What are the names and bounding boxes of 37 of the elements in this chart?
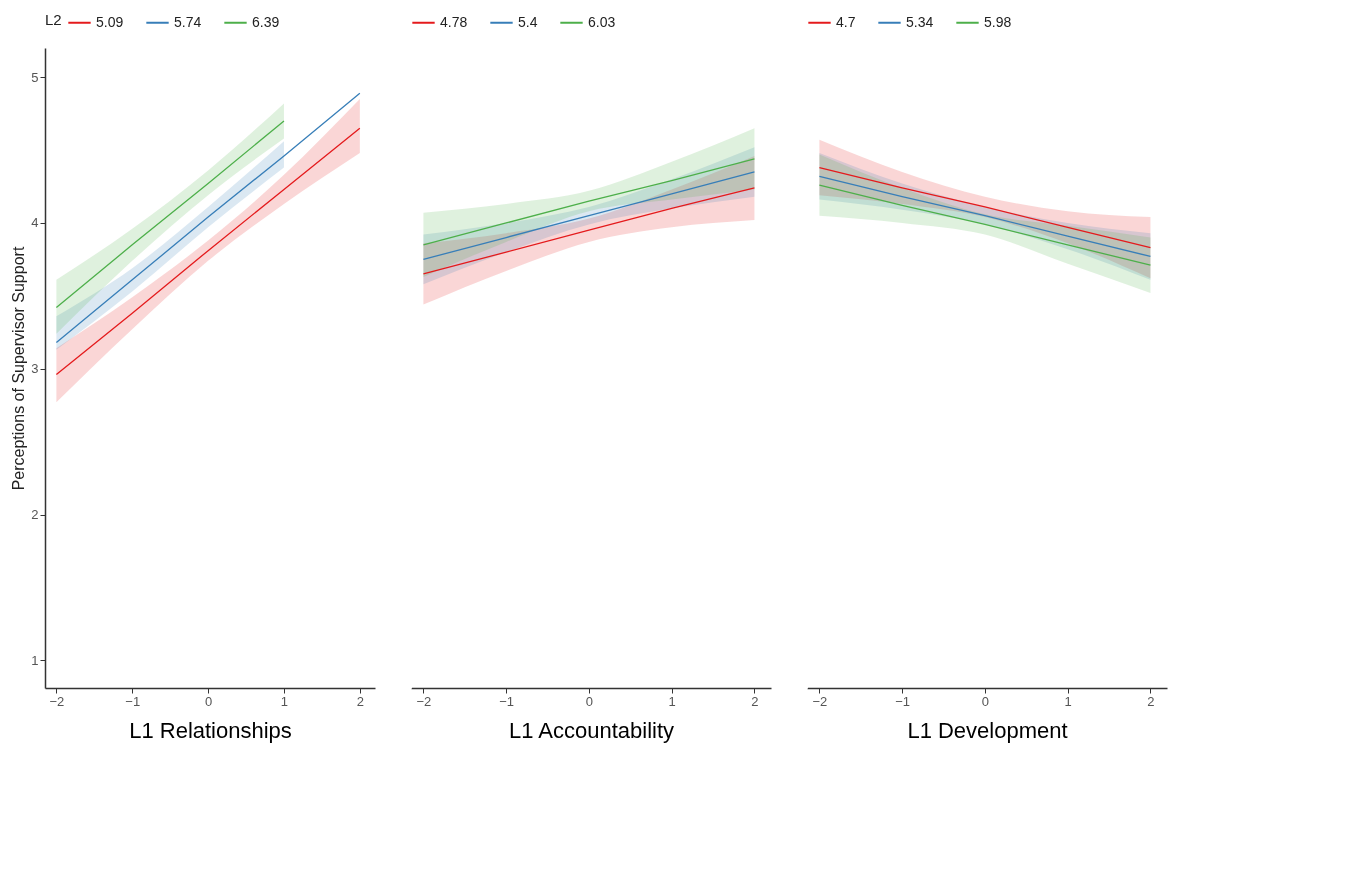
x-tick-label: 1 <box>280 693 289 709</box>
x-tick-label: 0 <box>585 693 594 709</box>
y-tick-label: 1 <box>31 652 39 668</box>
legend-label: 5.4 <box>518 13 538 30</box>
x-tick-label: 2 <box>1147 693 1155 709</box>
legend-label: 6.39 <box>252 13 280 30</box>
x-tick-label: −1 <box>895 693 911 709</box>
line-series <box>55 92 361 344</box>
legend-label: 5.34 <box>906 13 934 30</box>
x-tick-label: −1 <box>125 693 141 709</box>
legend-label: 6.03 <box>588 13 616 30</box>
legend-label: 5.74 <box>174 13 202 30</box>
x-tick-label: −1 <box>499 693 515 709</box>
y-axis-title: Perceptions of Supervisor Support <box>10 246 28 491</box>
x-tick-label: 1 <box>668 693 676 709</box>
x-tick-label: 1 <box>1064 693 1072 709</box>
x-tick-label: −2 <box>812 693 828 709</box>
x-tick-label: 0 <box>981 693 990 709</box>
legend-label: 5.98 <box>984 13 1012 30</box>
x-tick-label: −2 <box>416 693 432 709</box>
y-tick-label: 5 <box>31 69 39 85</box>
legend-label: 5.09 <box>96 13 124 30</box>
x-axis-title: L1 Development <box>907 717 1068 743</box>
line-series <box>55 120 285 309</box>
legend-label: 4.78 <box>440 13 468 30</box>
x-tick-label: 0 <box>204 693 213 709</box>
x-axis-title: L1 Accountability <box>508 717 675 743</box>
x-axis-title: L1 Relationships <box>129 717 292 743</box>
y-tick-label: 2 <box>31 507 39 523</box>
x-tick-label: 2 <box>751 693 759 709</box>
line-series <box>55 127 361 376</box>
y-tick-label: 4 <box>31 215 39 231</box>
x-tick-label: −2 <box>49 693 65 709</box>
legend-title: L2 <box>45 11 62 28</box>
y-tick-label: 3 <box>31 361 39 377</box>
x-tick-label: 2 <box>356 693 364 709</box>
legend-label: 4.7 <box>836 13 856 30</box>
